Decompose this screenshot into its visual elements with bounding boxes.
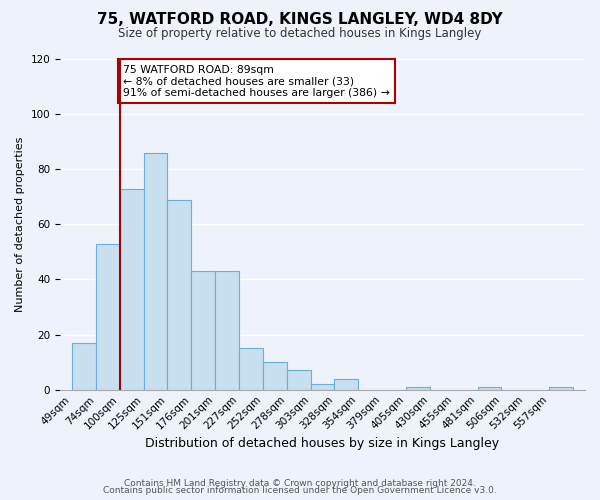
Text: Size of property relative to detached houses in Kings Langley: Size of property relative to detached ho… [118,28,482,40]
Bar [334,378,358,390]
Bar [239,348,263,390]
Text: 75 WATFORD ROAD: 89sqm
← 8% of detached houses are smaller (33)
91% of semi-deta: 75 WATFORD ROAD: 89sqm ← 8% of detached … [123,64,390,98]
Bar [119,188,143,390]
Bar [191,271,215,390]
Bar [215,271,239,390]
Bar [287,370,311,390]
Bar [167,200,191,390]
Text: Contains HM Land Registry data © Crown copyright and database right 2024.: Contains HM Land Registry data © Crown c… [124,478,476,488]
Y-axis label: Number of detached properties: Number of detached properties [15,136,25,312]
Bar [96,244,119,390]
X-axis label: Distribution of detached houses by size in Kings Langley: Distribution of detached houses by size … [145,437,500,450]
Bar [406,387,430,390]
Bar [143,152,167,390]
Text: Contains public sector information licensed under the Open Government Licence v3: Contains public sector information licen… [103,486,497,495]
Bar [478,387,502,390]
Bar [311,384,334,390]
Bar [549,387,573,390]
Bar [72,343,96,390]
Text: 75, WATFORD ROAD, KINGS LANGLEY, WD4 8DY: 75, WATFORD ROAD, KINGS LANGLEY, WD4 8DY [97,12,503,28]
Bar [263,362,287,390]
